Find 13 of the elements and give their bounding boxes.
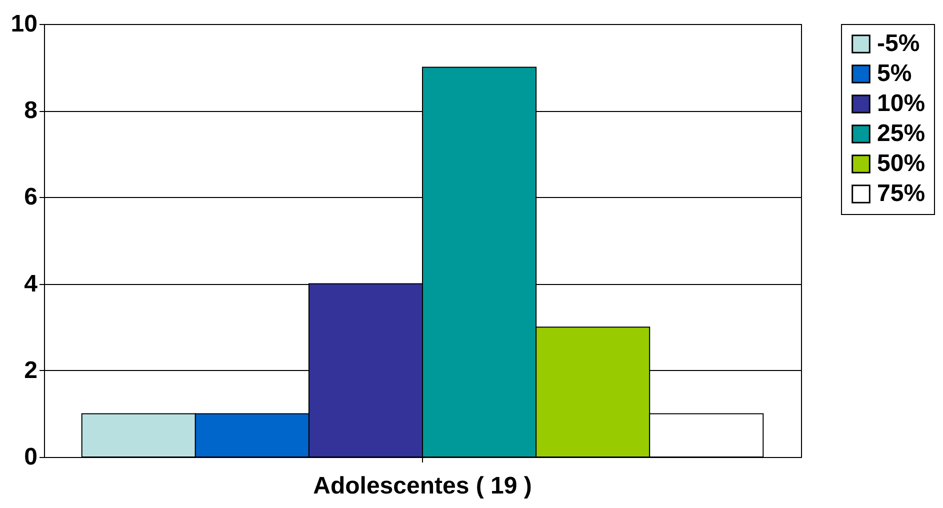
y-tick-label: 4	[24, 270, 38, 298]
legend-label: 10%	[877, 90, 926, 117]
y-tick-label: 2	[24, 356, 38, 384]
y-tick-label: 10	[10, 10, 38, 38]
legend-label: 50%	[877, 150, 926, 177]
legend-label: 75%	[877, 180, 926, 207]
y-tick-label: 0	[24, 444, 38, 470]
legend-label: -5%	[877, 30, 920, 57]
x-tick-label: Adolescentes ( 19 )	[313, 472, 532, 500]
legend-label: 25%	[877, 120, 926, 147]
y-tick-label: 8	[24, 97, 38, 124]
legend-label: 5%	[877, 60, 912, 87]
y-tick-label: 6	[24, 184, 38, 211]
